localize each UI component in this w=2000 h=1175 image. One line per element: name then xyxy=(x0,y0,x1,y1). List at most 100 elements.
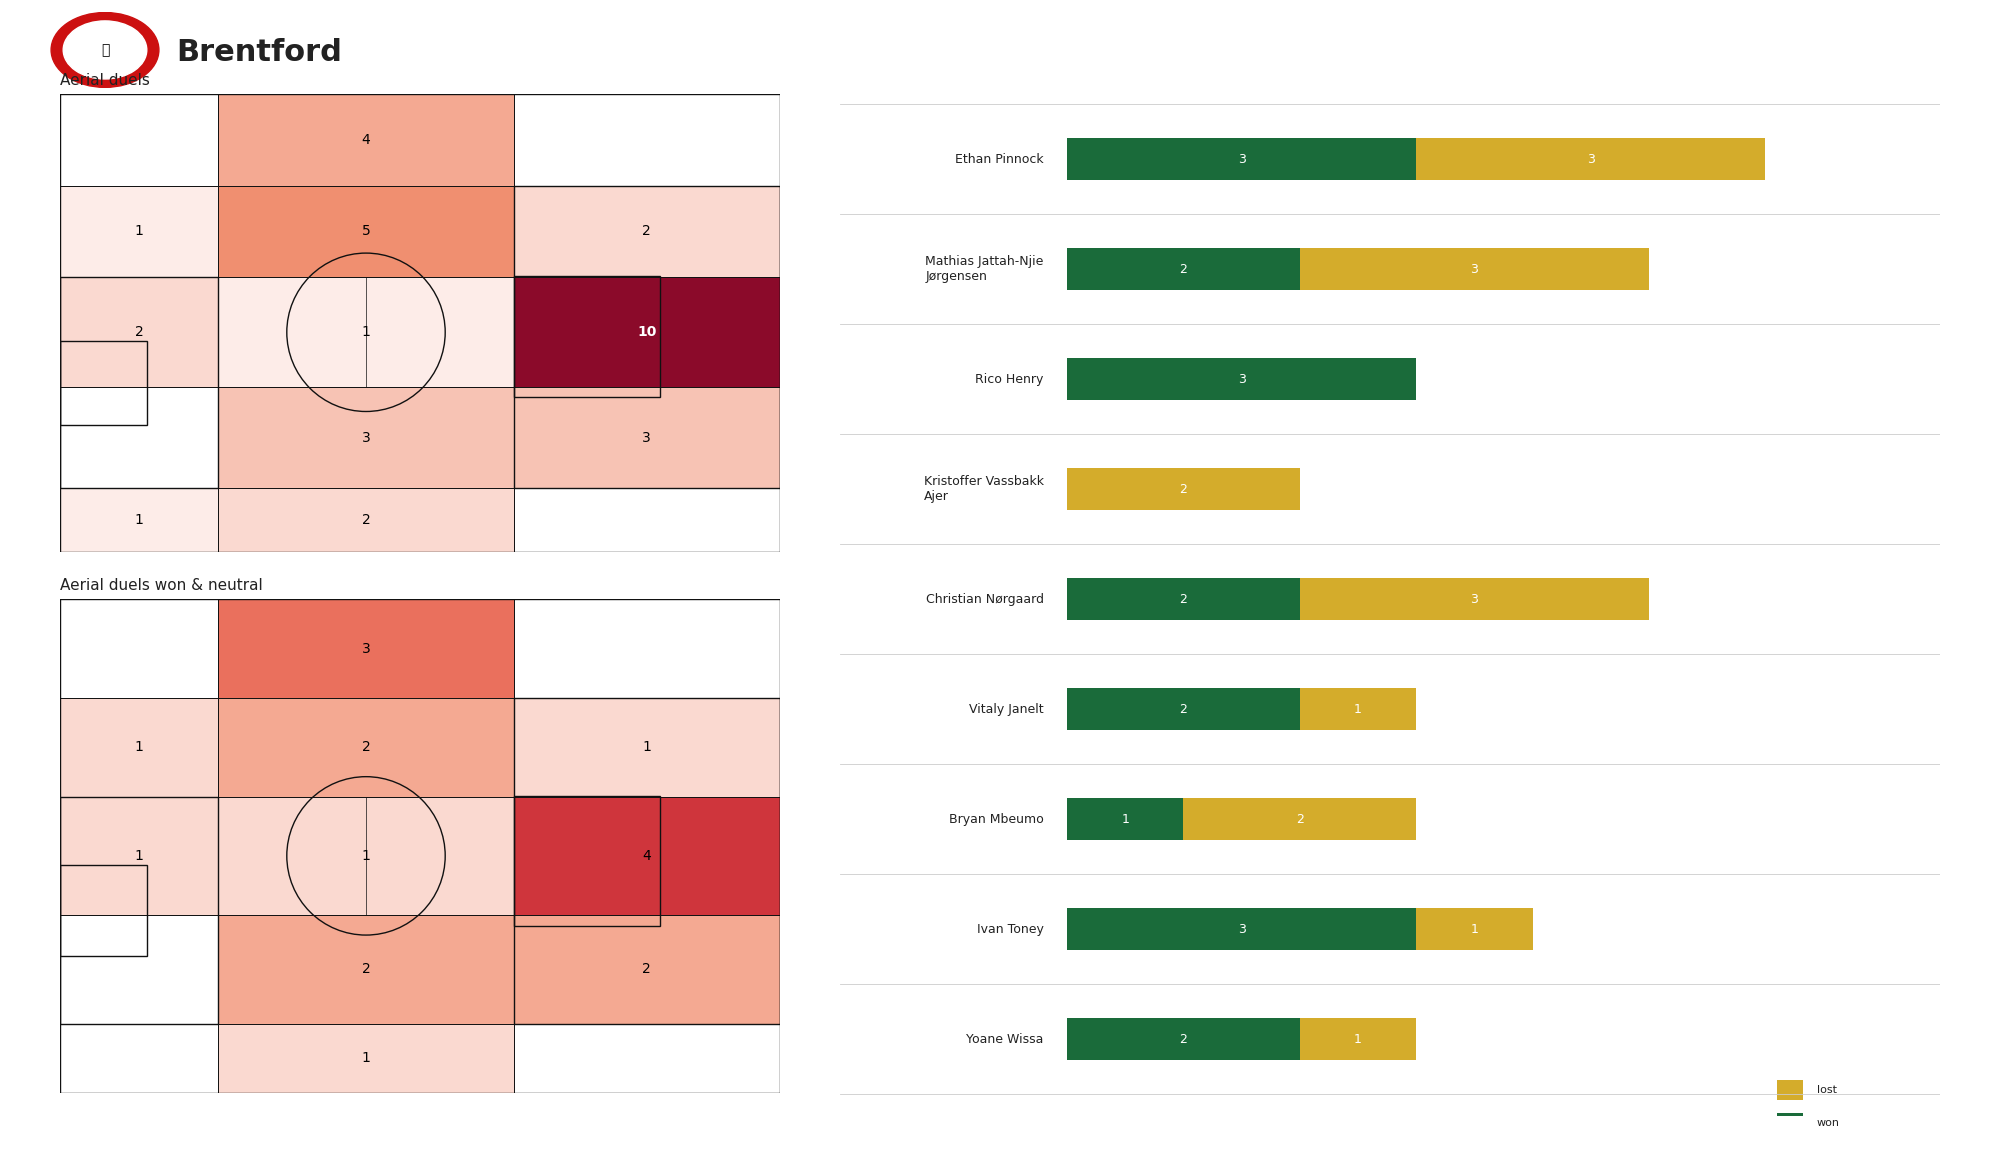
Bar xyxy=(514,94,780,186)
Text: Ivan Toney: Ivan Toney xyxy=(976,922,1044,935)
Bar xyxy=(60,797,218,1023)
Text: 1: 1 xyxy=(1470,922,1478,935)
Bar xyxy=(1066,1019,1300,1060)
Text: 1: 1 xyxy=(1122,813,1130,826)
Text: Vitaly Janelt: Vitaly Janelt xyxy=(970,703,1044,716)
Text: 2: 2 xyxy=(642,962,652,976)
Bar xyxy=(514,698,780,1023)
Text: 10: 10 xyxy=(638,325,656,340)
Text: 2: 2 xyxy=(362,740,370,754)
Bar xyxy=(1300,578,1648,620)
Text: 1: 1 xyxy=(134,740,144,754)
Text: Brentford: Brentford xyxy=(176,39,342,67)
Text: 3: 3 xyxy=(642,431,652,444)
Text: 1: 1 xyxy=(362,848,370,862)
Text: Aerial duels: Aerial duels xyxy=(60,73,150,88)
Bar xyxy=(1066,908,1416,951)
Bar xyxy=(514,797,780,915)
Bar xyxy=(218,186,514,277)
Text: Bryan Mbeumo: Bryan Mbeumo xyxy=(948,813,1044,826)
Bar xyxy=(514,276,660,397)
Text: Mathias Jattah-Njie
Jørgensen: Mathias Jattah-Njie Jørgensen xyxy=(926,255,1044,283)
Text: Aerial duels won & neutral: Aerial duels won & neutral xyxy=(60,578,262,593)
Bar xyxy=(60,865,148,955)
Text: 3: 3 xyxy=(1586,153,1594,166)
Bar xyxy=(514,698,780,797)
Text: 4: 4 xyxy=(362,133,370,147)
Text: Yoane Wissa: Yoane Wissa xyxy=(966,1033,1044,1046)
Bar xyxy=(514,795,660,926)
Bar xyxy=(1300,248,1648,290)
Text: 2: 2 xyxy=(1180,592,1188,606)
Text: 1: 1 xyxy=(362,325,370,340)
Bar xyxy=(218,797,514,915)
Text: 1: 1 xyxy=(134,848,144,862)
Bar xyxy=(1416,139,1766,180)
Text: 2: 2 xyxy=(134,325,144,340)
Text: 3: 3 xyxy=(362,431,370,444)
Text: 3: 3 xyxy=(1470,592,1478,606)
Text: 2: 2 xyxy=(362,513,370,528)
Bar xyxy=(1778,1114,1802,1133)
Bar xyxy=(514,388,780,488)
Text: lost: lost xyxy=(1816,1085,1836,1095)
Bar xyxy=(1066,578,1300,620)
Text: Rico Henry: Rico Henry xyxy=(976,372,1044,385)
Bar xyxy=(218,698,514,797)
Bar xyxy=(60,698,218,797)
Bar xyxy=(60,915,218,1023)
Bar xyxy=(514,599,780,698)
Bar xyxy=(218,915,514,1023)
Bar xyxy=(1778,1080,1802,1100)
Bar xyxy=(514,488,780,552)
Text: 2: 2 xyxy=(1296,813,1304,826)
Bar xyxy=(1184,798,1416,840)
Text: Kristoffer Vassbakk
Ajer: Kristoffer Vassbakk Ajer xyxy=(924,475,1044,503)
Text: 3: 3 xyxy=(1238,153,1246,166)
Bar xyxy=(60,341,148,425)
Bar xyxy=(60,488,218,552)
Text: 2: 2 xyxy=(1180,263,1188,276)
Bar xyxy=(1066,689,1300,730)
Bar xyxy=(1066,358,1416,401)
Text: 🐝: 🐝 xyxy=(100,43,110,56)
Bar xyxy=(60,388,218,488)
Text: 5: 5 xyxy=(362,224,370,239)
Text: 2: 2 xyxy=(1180,1033,1188,1046)
Bar xyxy=(1300,689,1416,730)
Text: 1: 1 xyxy=(1354,703,1362,716)
Text: 1: 1 xyxy=(362,1052,370,1066)
Bar xyxy=(218,277,514,388)
Bar xyxy=(1066,139,1416,180)
Bar xyxy=(1416,908,1532,951)
Text: 3: 3 xyxy=(1238,372,1246,385)
Bar xyxy=(60,797,218,915)
Bar xyxy=(514,1023,780,1093)
Circle shape xyxy=(52,13,158,87)
Text: Christian Nørgaard: Christian Nørgaard xyxy=(926,592,1044,606)
Text: 1: 1 xyxy=(134,224,144,239)
Bar xyxy=(218,94,514,186)
Bar xyxy=(218,488,514,552)
Bar xyxy=(1066,248,1300,290)
Bar xyxy=(60,599,218,698)
Bar xyxy=(60,277,218,388)
Text: 4: 4 xyxy=(642,848,652,862)
Bar xyxy=(514,186,780,488)
Text: 3: 3 xyxy=(1470,263,1478,276)
Text: 1: 1 xyxy=(134,513,144,528)
Bar xyxy=(514,186,780,277)
Bar xyxy=(514,915,780,1023)
Text: 2: 2 xyxy=(1180,483,1188,496)
Text: 1: 1 xyxy=(1354,1033,1362,1046)
Bar xyxy=(514,277,780,388)
Bar xyxy=(60,94,218,186)
Text: 2: 2 xyxy=(1180,703,1188,716)
Text: Ethan Pinnock: Ethan Pinnock xyxy=(956,153,1044,166)
Bar xyxy=(218,1023,514,1093)
Bar xyxy=(218,388,514,488)
Bar xyxy=(1066,798,1184,840)
Text: 3: 3 xyxy=(1238,922,1246,935)
Bar xyxy=(218,599,514,698)
Circle shape xyxy=(64,21,146,79)
